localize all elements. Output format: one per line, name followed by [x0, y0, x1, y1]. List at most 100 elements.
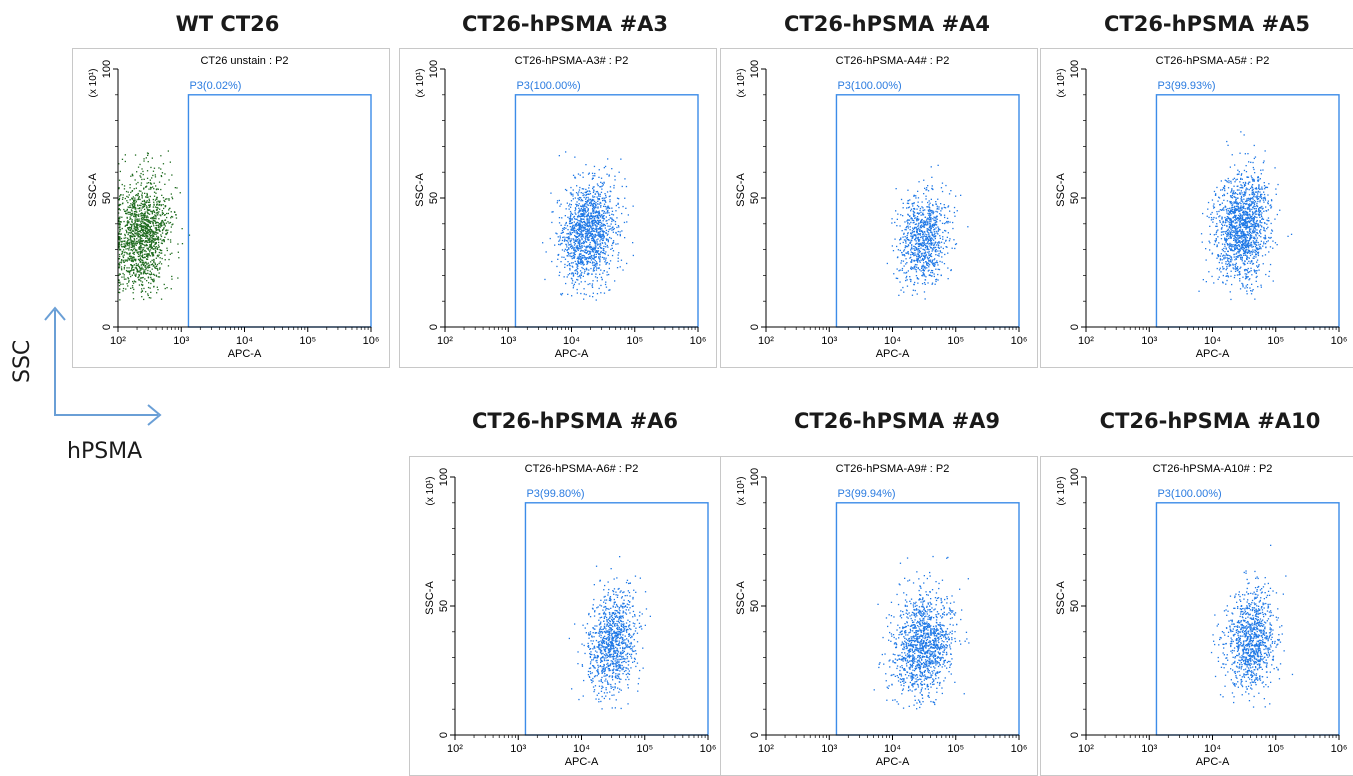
event-dot [900, 262, 901, 263]
event-dot [158, 225, 159, 226]
event-dot [590, 205, 591, 206]
event-dot [585, 195, 586, 196]
event-dot [592, 283, 593, 284]
event-dot [162, 172, 163, 173]
event-dot [1228, 187, 1229, 188]
event-dot [922, 232, 923, 233]
event-dot [143, 262, 144, 263]
event-dot [1250, 188, 1251, 189]
event-dot [166, 217, 167, 218]
event-dot [1257, 237, 1258, 238]
event-dot [930, 260, 931, 261]
event-dot [1215, 226, 1216, 227]
event-dot [927, 185, 928, 186]
event-dot [621, 230, 622, 231]
event-dot [580, 248, 581, 249]
event-dot [149, 239, 150, 240]
event-dot [915, 197, 916, 198]
event-dot [934, 273, 935, 274]
event-dot [1241, 200, 1242, 201]
event-dot [605, 195, 606, 196]
event-dot [604, 242, 605, 243]
event-dot [579, 244, 580, 245]
event-dot [1249, 287, 1250, 288]
event-dot [562, 249, 563, 250]
event-dot [917, 218, 918, 219]
event-dot [147, 197, 148, 198]
event-dot [597, 235, 598, 236]
event-dot [147, 231, 148, 232]
event-dot [930, 272, 931, 273]
event-dot [594, 257, 595, 258]
event-dot [1264, 188, 1265, 189]
event-dot [926, 206, 927, 207]
event-dot [571, 278, 572, 279]
event-dot [596, 261, 597, 262]
event-dot [913, 203, 914, 204]
event-dot [590, 242, 591, 243]
event-dot [1217, 246, 1218, 247]
event-dot [918, 224, 919, 225]
event-dot [935, 247, 936, 248]
event-dot [588, 254, 589, 255]
event-dot [1233, 246, 1234, 247]
event-dot [921, 260, 922, 261]
panel-frame [1041, 49, 1353, 368]
y-tick-label: 100 [101, 60, 113, 78]
event-dot [153, 205, 154, 206]
event-dot [608, 219, 609, 220]
event-dot [128, 232, 129, 233]
event-dot [593, 197, 594, 198]
event-dot [579, 189, 580, 190]
event-dot [1225, 220, 1226, 221]
event-dot [601, 178, 602, 179]
event-dot [1226, 254, 1227, 255]
event-dot [598, 177, 599, 178]
event-dot [158, 218, 159, 219]
event-dot [912, 295, 913, 296]
event-dot [1224, 188, 1225, 189]
event-dot [580, 273, 581, 274]
event-dot [143, 264, 144, 265]
event-dot [594, 206, 595, 207]
event-dot [561, 225, 562, 226]
event-dot [615, 224, 616, 225]
event-dot [1247, 287, 1248, 288]
event-dot [1252, 254, 1253, 255]
event-dot [919, 269, 920, 270]
event-dot [1224, 255, 1225, 256]
event-dot [145, 240, 146, 241]
event-dot [1258, 211, 1259, 212]
event-dot [138, 240, 139, 241]
event-dot [576, 219, 577, 220]
event-dot [593, 239, 594, 240]
event-dot [1247, 255, 1248, 256]
event-dot [556, 266, 557, 267]
event-dot [567, 225, 568, 226]
event-dot [917, 216, 918, 217]
event-dot [577, 258, 578, 259]
event-dot [1245, 153, 1246, 154]
event-dot [148, 182, 149, 183]
event-dot [612, 243, 613, 244]
event-dot [139, 275, 140, 276]
event-dot [600, 216, 601, 217]
event-dot [1231, 188, 1232, 189]
event-dot [609, 174, 610, 175]
event-dot [1242, 260, 1243, 261]
event-dot [153, 199, 154, 200]
event-dot [572, 219, 573, 220]
event-dot [119, 266, 120, 267]
event-dot [147, 200, 148, 201]
event-dot [567, 217, 568, 218]
event-dot [568, 242, 569, 243]
event-dot [150, 232, 151, 233]
event-dot [573, 240, 574, 241]
event-dot [158, 242, 159, 243]
event-dot [151, 177, 152, 178]
event-dot [153, 171, 154, 172]
event-dot [1225, 180, 1226, 181]
event-dot [1252, 194, 1253, 195]
event-dot [134, 220, 135, 221]
event-dot [1213, 217, 1214, 218]
